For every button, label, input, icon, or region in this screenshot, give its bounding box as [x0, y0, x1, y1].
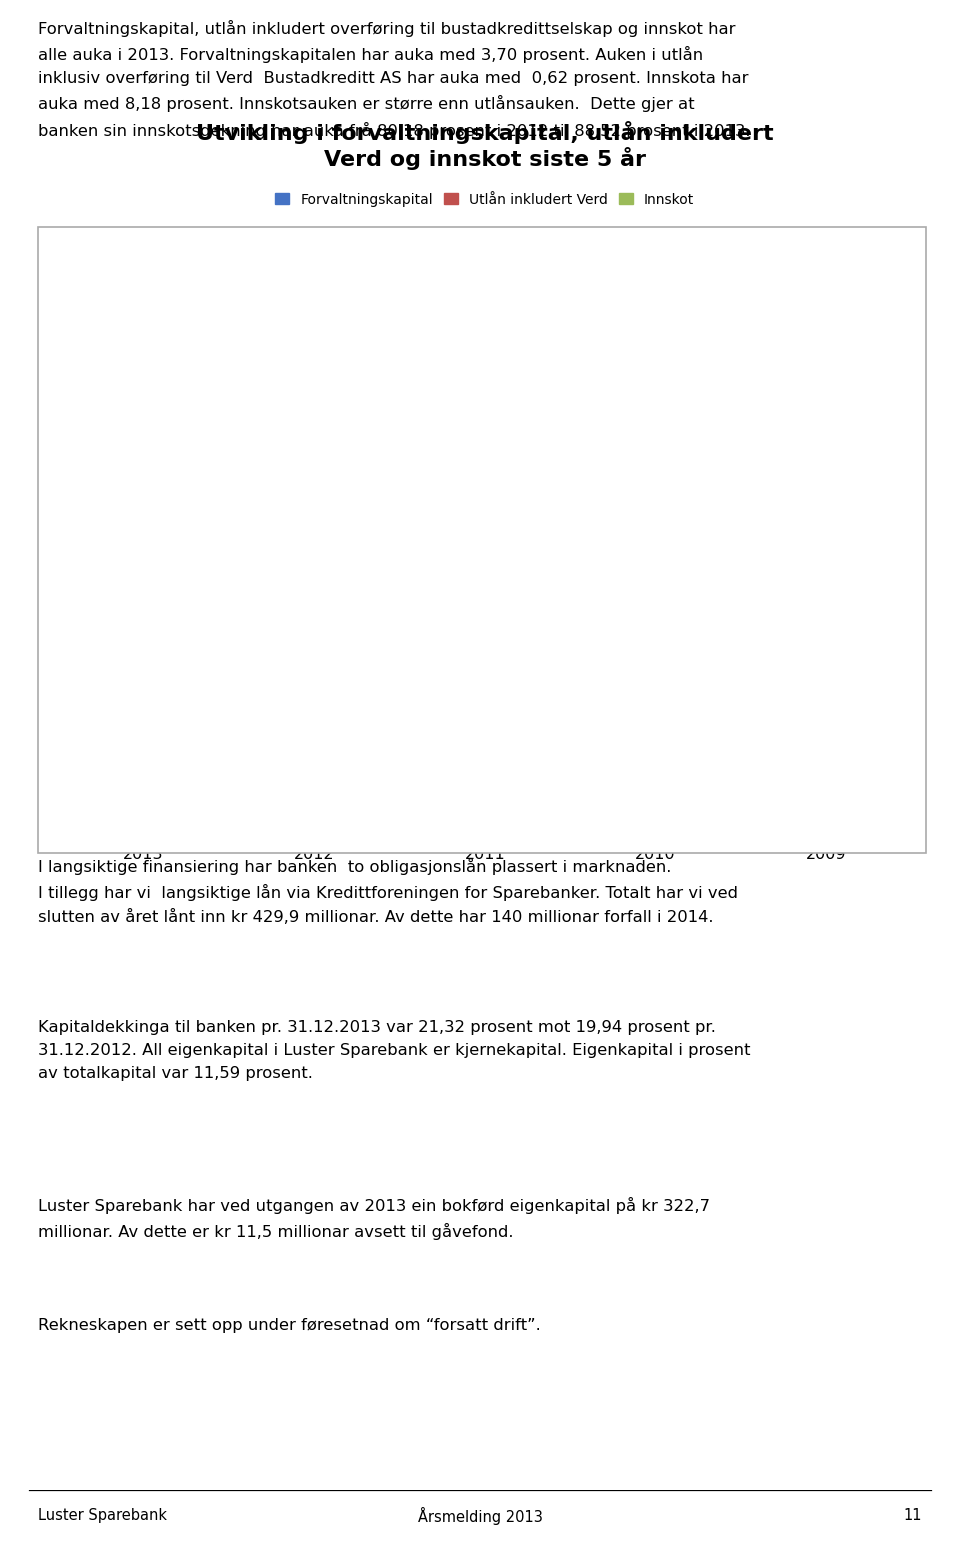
Text: 11: 11	[903, 1509, 922, 1523]
Text: 1640: 1640	[848, 516, 881, 529]
Bar	[846, 532, 883, 837]
Text: Forvaltningskapital, utlån inkludert overføring til bustadkredittselskap og inns: Forvaltningskapital, utlån inkludert ove…	[38, 20, 751, 139]
Bar	[466, 404, 504, 837]
Text: Luster Sparebank: Luster Sparebank	[38, 1509, 167, 1523]
Bar	[86, 319, 124, 837]
Text: 2283: 2283	[772, 396, 805, 410]
Text: Årsmelding 2013: Årsmelding 2013	[418, 1507, 542, 1524]
Bar	[162, 465, 200, 837]
Text: 2046: 2046	[809, 441, 844, 454]
Bar	[636, 426, 675, 837]
Bar	[257, 338, 295, 837]
Text: 1689: 1689	[677, 507, 710, 520]
Text: 2520: 2520	[297, 352, 331, 366]
Legend: Forvaltningskapital, Utlån inkludert Verd, Innskot: Forvaltningskapital, Utlån inkludert Ver…	[270, 188, 700, 213]
Text: 2476: 2476	[430, 362, 464, 374]
Text: Rekneskapen er sett opp under føresetnad om “forsatt drift”.: Rekneskapen er sett opp under føresetnad…	[38, 1318, 541, 1333]
Text: 1794: 1794	[506, 488, 540, 501]
Text: 2785: 2785	[88, 304, 122, 316]
Text: 2535: 2535	[126, 351, 160, 363]
Bar	[333, 493, 371, 837]
Text: 2419: 2419	[601, 371, 635, 385]
Bar	[428, 377, 466, 837]
Bar	[675, 523, 712, 837]
Bar	[770, 413, 807, 837]
Title: Utvikling i forvaltningskapital, utlån inkludert
Verd og innskot siste 5 år: Utvikling i forvaltningskapital, utlån i…	[196, 121, 774, 171]
Text: 2686: 2686	[259, 322, 293, 335]
Text: 1855: 1855	[335, 476, 369, 490]
Bar	[295, 369, 333, 837]
Text: I langsiktige finansiering har banken  to obligasjonslån plassert i marknaden.
I: I langsiktige finansiering har banken to…	[38, 858, 738, 925]
Bar	[599, 388, 636, 837]
Bar	[807, 457, 846, 837]
Text: 2007: 2007	[164, 448, 198, 462]
Text: 2329: 2329	[468, 388, 502, 401]
Bar	[124, 366, 162, 837]
Text: Kapitaldekkinga til banken pr. 31.12.2013 var 21,32 prosent mot 19,94 prosent pr: Kapitaldekkinga til banken pr. 31.12.201…	[38, 1020, 751, 1081]
Text: Luster Sparebank har ved utgangen av 2013 ein bokførd eigenkapital på kr 322,7
m: Luster Sparebank har ved utgangen av 201…	[38, 1197, 710, 1241]
Bar	[504, 504, 541, 837]
Text: 2211: 2211	[638, 410, 673, 423]
